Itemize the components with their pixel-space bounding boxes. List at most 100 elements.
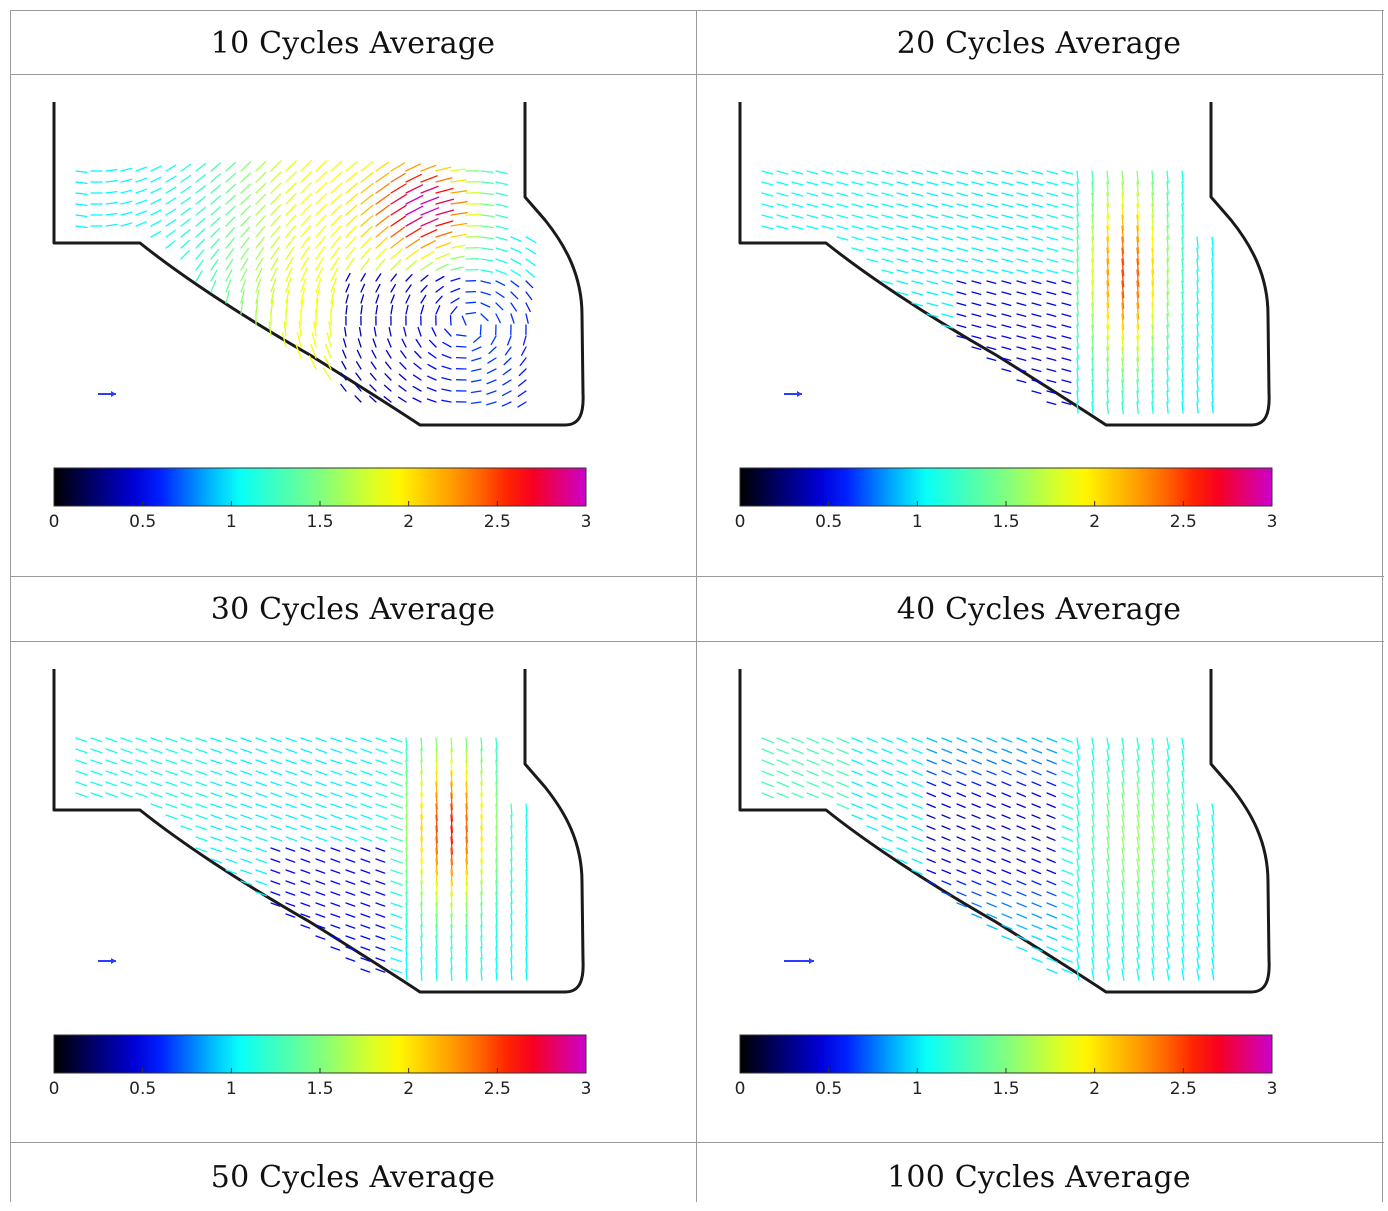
velocity-arrow [421,275,428,281]
velocity-arrow [301,793,311,797]
velocity-arrow [1017,259,1028,262]
velocity-arrow [1032,760,1041,764]
velocity-arrow [1002,892,1011,896]
velocity-arrow [342,362,346,369]
velocity-arrow [1182,380,1183,391]
velocity-arrow [912,182,923,185]
velocity-arrow [1032,738,1042,742]
velocity-arrow [376,782,387,786]
velocity-arrow [376,284,380,292]
velocity-arrow [1167,936,1169,947]
velocity-arrow [867,215,878,218]
velocity-arrow [1062,914,1072,918]
velocity-arrow [1077,182,1078,194]
velocity-arrow [1062,226,1073,229]
velocity-arrow [957,804,965,807]
velocity-arrow [987,358,996,360]
velocity-arrow [196,815,207,819]
velocity-arrow [1002,314,1011,316]
velocity-arrow [912,804,922,808]
velocity-arrow [301,837,311,841]
velocity-arrow [1197,903,1199,914]
velocity-arrow [331,804,341,808]
velocity-arrow [1122,936,1124,947]
velocity-arrow [1032,804,1040,807]
velocity-arrow [822,749,833,754]
velocity-arrow [286,205,296,216]
velocity-arrow [331,837,341,841]
velocity-arrow [106,214,117,216]
velocity-arrow [957,760,966,764]
velocity-arrow [429,353,436,358]
velocity-arrow [241,738,251,742]
velocity-arrow [436,232,452,237]
velocity-arrow [316,738,326,742]
velocity-arrow [136,760,147,764]
velocity-arrow [927,760,936,764]
velocity-arrow [151,231,161,237]
velocity-arrow [346,958,355,961]
velocity-arrow [286,161,296,171]
velocity-arrow [1167,925,1169,936]
velocity-arrow [271,848,280,851]
velocity-arrow [957,193,968,196]
velocity-arrow [882,793,892,797]
velocity-arrow [226,848,236,852]
velocity-arrow [852,171,863,174]
velocity-arrow [256,881,266,885]
velocity-arrow [256,205,265,215]
velocity-arrow [1182,826,1184,838]
velocity-arrow [76,193,87,194]
velocity-arrow [526,237,536,242]
velocity-arrow [496,749,497,761]
velocity-arrow [196,771,207,775]
velocity-arrow [346,284,349,292]
velocity-arrow [822,182,833,185]
velocity-arrow [346,881,355,884]
velocity-arrow [1197,881,1199,892]
velocity-arrow [1002,837,1010,840]
velocity-arrow [376,738,387,742]
velocity-arrow [526,303,530,311]
velocity-arrow [181,826,192,830]
velocity-arrow [1182,969,1184,980]
velocity-vectors [762,171,1213,414]
velocity-arrow [987,314,996,316]
velocity-arrow [151,221,161,226]
velocity-arrow [1077,903,1079,914]
velocity-arrow [166,815,177,819]
velocity-arrow [1047,738,1057,742]
velocity-arrow [211,738,221,742]
velocity-arrow [807,226,818,229]
velocity-arrow [481,292,490,295]
velocity-arrow [987,859,995,862]
velocity-arrow [271,815,281,819]
velocity-arrow [1182,336,1183,348]
velocity-arrow [1197,914,1199,925]
velocity-arrow [762,771,773,776]
velocity-arrow [882,826,892,830]
panel-title-20-cycles: 20 Cycles Average [696,11,1382,75]
velocity-arrow [402,339,406,347]
velocity-arrow [792,782,803,787]
velocity-arrow [1182,760,1184,772]
velocity-arrow [443,342,451,347]
velocity-arrow [1107,969,1109,980]
velocity-arrow [1047,969,1057,973]
velocity-arrow [987,248,998,251]
velocity-arrow [511,826,512,838]
velocity-arrow [181,760,192,764]
velocity-arrow [436,243,451,248]
velocity-arrow [346,306,347,314]
velocity-arrow [882,226,893,229]
velocity-arrow [807,738,818,743]
velocity-arrow [1167,892,1169,904]
velocity-arrow [762,782,773,787]
velocity-arrow [376,274,381,281]
velocity-arrow [421,262,432,270]
velocity-arrow [226,217,235,226]
velocity-arrow [1017,215,1028,218]
velocity-arrow [1092,171,1093,183]
velocity-arrow [481,204,494,205]
